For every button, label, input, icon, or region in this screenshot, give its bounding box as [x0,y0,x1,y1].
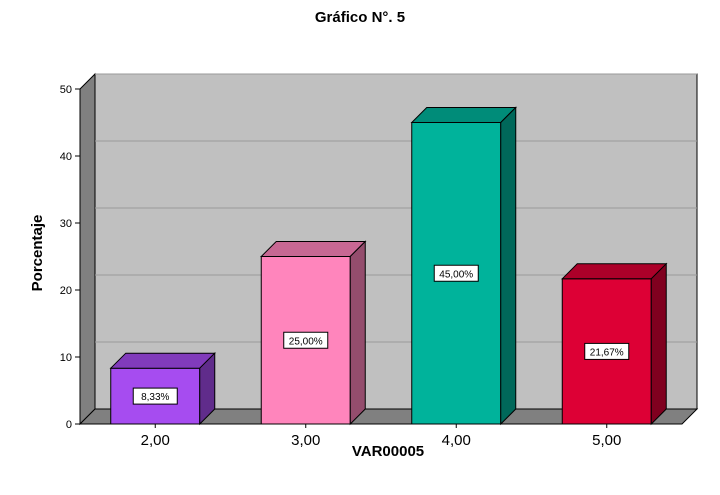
side-wall [79,72,96,426]
data-label: 21,67% [584,342,630,360]
y-tick-label: 10 [60,352,72,364]
data-label-box [132,387,178,405]
chart-title: Gráfico N°. 5 [315,9,405,26]
bar-side [500,106,517,426]
bar-side [650,262,667,426]
x-tick-label: 5,00 [592,432,621,449]
bar-side [349,240,366,426]
y-tick-label: 30 [60,218,72,230]
y-tick-label: 40 [60,151,72,163]
y-tick-label: 0 [66,419,72,431]
bar-top [561,263,668,280]
data-label-text: 21,67% [590,347,624,358]
y-axis: 0 10 20 30 40 50 [60,84,81,431]
x-tick-label: 2,00 [141,432,170,449]
bar-top [109,352,216,369]
x-tick-label: 3,00 [291,432,320,449]
y-tick-label: 50 [60,84,72,96]
data-label-box [584,342,630,360]
bar-top [410,107,517,123]
data-label: 8,33% [132,387,178,405]
data-label-text: 25,00% [289,336,323,347]
bar-side [199,351,216,426]
data-label: 45,00% [433,264,479,282]
data-label-box [433,264,479,282]
data-label-text: 45,00% [439,269,473,280]
data-label: 25,00% [283,331,329,349]
data-label-text: 8,33% [141,392,169,403]
y-axis-title: Porcentaje [29,215,46,292]
bar-top [260,241,367,257]
x-axis: 2,00 3,00 4,00 5,00 [80,423,682,449]
bar-series: 8,33% 25,00% 45,00% 21,67% [109,106,668,426]
y-tick-label: 20 [60,285,72,297]
x-axis-title: VAR00005 [352,443,424,460]
x-tick-label: 4,00 [442,432,471,449]
data-label-box [283,331,329,349]
